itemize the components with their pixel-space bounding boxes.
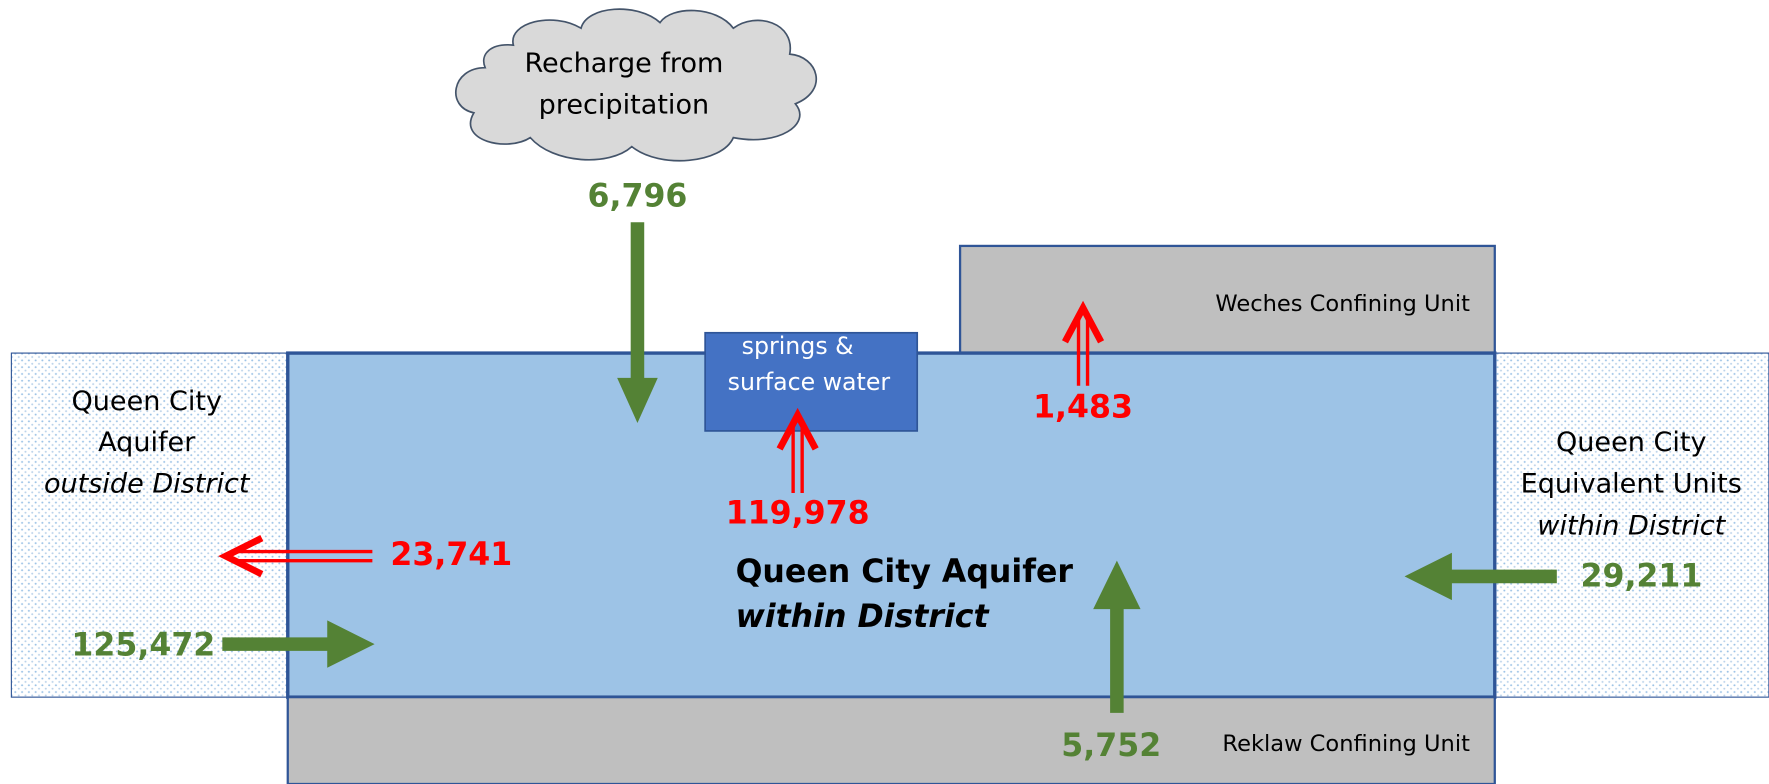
cloud (455, 8, 818, 162)
flow-label: 5,752 (1061, 728, 1161, 764)
equivalent-text: within District (1537, 510, 1726, 541)
flow-label: 6,796 (588, 178, 688, 214)
green-arrows (222, 222, 1557, 713)
springs-text: springs & (742, 332, 854, 360)
equivalent-text: Queen City (1556, 427, 1707, 458)
flow-label: 125,472 (71, 627, 215, 663)
weches-unit (958, 244, 1496, 355)
cloud-text: Recharge from (524, 48, 723, 79)
outside-text: outside District (44, 469, 251, 500)
main-label: Queen City Aquifer (736, 554, 1074, 590)
springs-box (704, 331, 919, 432)
outside-text: Queen City (71, 386, 222, 417)
outside-text: Aquifer (98, 427, 196, 458)
springs-text: surface water (728, 368, 891, 396)
arrow-recharge (617, 222, 658, 424)
red-arrows (218, 300, 1105, 578)
arrow-reklaw (1093, 560, 1141, 713)
arrow-outflow-outside (218, 535, 373, 578)
reklaw-label: Reklaw Confining Unit (1222, 731, 1470, 757)
flow-label: 29,211 (1580, 559, 1702, 595)
flow-label: 119,978 (726, 495, 870, 531)
weches-label: Weches Confining Unit (1215, 291, 1470, 317)
main-label: within District (736, 599, 991, 635)
flow-label: 23,741 (390, 537, 512, 573)
equivalent-text: Equivalent Units (1521, 469, 1742, 500)
reklaw-unit (286, 696, 1496, 784)
cloud-text: precipitation (539, 90, 710, 121)
arrow-springs (776, 407, 819, 493)
arrow-inflow-equivalent (1404, 552, 1557, 601)
arrow-inflow-outside (222, 620, 375, 668)
arrow-weches (1062, 300, 1105, 386)
equivalent-unit (1494, 352, 1769, 698)
flow-label: 1,483 (1033, 389, 1133, 425)
